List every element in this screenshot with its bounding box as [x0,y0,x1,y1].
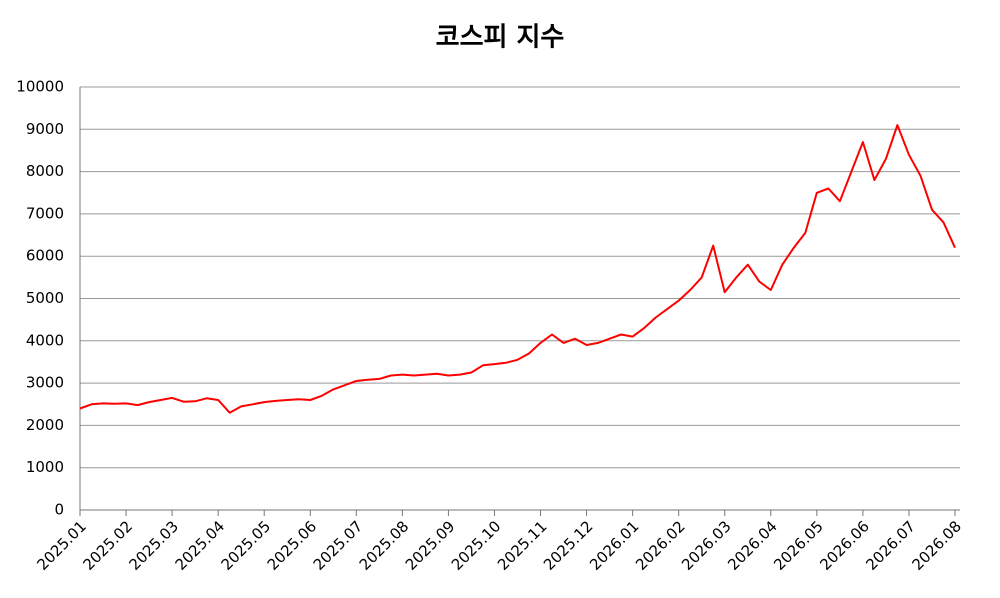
y-tick-label: 9000 [26,120,64,138]
x-tick-label: 2025.06 [264,517,321,574]
x-tick-label: 2025.07 [310,517,367,574]
y-tick-label: 8000 [26,162,64,180]
x-tick-label: 2025.03 [126,517,183,574]
x-tick-label: 2026.01 [586,517,643,574]
x-tick-label: 2025.08 [356,517,413,574]
x-tick-label: 2025.10 [448,517,505,574]
y-tick-label: 6000 [26,247,64,265]
x-tick-label: 2025.12 [540,517,597,574]
x-tick-label: 2025.05 [218,517,275,574]
y-tick-label: 3000 [26,374,64,392]
x-tick-label: 2025.04 [172,517,229,574]
x-tick-label: 2025.01 [33,517,90,574]
y-tick-label: 2000 [26,416,64,434]
y-tick-label: 1000 [26,458,64,476]
x-tick-label: 2026.06 [816,517,873,574]
y-tick-label: 7000 [26,204,64,222]
x-tick-label: 2025.09 [402,517,459,574]
x-tick-label: 2026.05 [770,517,827,574]
x-tick-label: 2026.04 [724,517,781,574]
x-tick-label: 2026.07 [862,517,919,574]
x-tick-label: 2026.08 [908,517,965,574]
x-tick-label: 2025.02 [79,517,136,574]
chart-title: 코스피 지수 [436,23,565,53]
x-tick-label: 2026.02 [632,517,689,574]
x-tick-label: 2025.11 [494,517,551,574]
x-tick-label: 2026.03 [678,517,735,574]
y-tick-label: 5000 [26,289,64,307]
line-series [79,124,956,414]
y-tick-label: 10000 [16,78,64,96]
y-tick-label: 4000 [26,331,64,349]
y-tick-label: 0 [54,501,64,519]
